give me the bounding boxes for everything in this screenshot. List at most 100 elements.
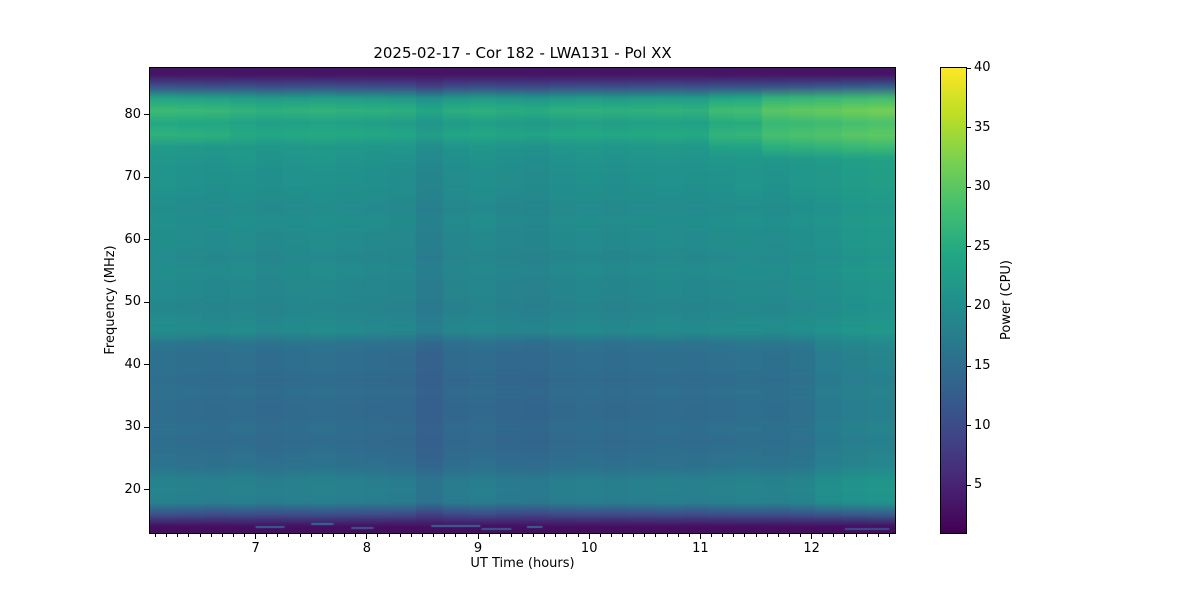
colorbar-gradient-canvas	[941, 68, 966, 533]
x-minor-tick	[344, 534, 346, 537]
x-minor-tick	[277, 534, 279, 537]
x-minor-tick	[433, 534, 435, 537]
x-minor-tick	[155, 534, 157, 537]
y-major-tick	[144, 489, 149, 491]
colorbar-tick-label: 10	[974, 417, 991, 433]
x-minor-tick	[533, 534, 535, 537]
x-major-tick	[366, 534, 368, 539]
x-minor-tick	[733, 534, 735, 537]
x-minor-tick	[199, 534, 201, 537]
x-axis-label: UT Time (hours)	[470, 556, 575, 571]
colorbar-tick-label: 20	[974, 298, 991, 314]
x-minor-tick	[332, 534, 334, 537]
y-tick-label: 20	[124, 481, 141, 497]
y-tick-label: 80	[124, 106, 141, 122]
x-tick-label: 10	[580, 541, 598, 556]
x-minor-tick	[833, 534, 835, 537]
x-minor-tick	[722, 534, 724, 537]
x-minor-tick	[232, 534, 234, 537]
x-tick-label: 11	[692, 541, 709, 556]
x-minor-tick	[555, 534, 557, 537]
x-minor-tick	[321, 534, 323, 537]
x-minor-tick	[777, 534, 779, 537]
x-minor-tick	[844, 534, 846, 537]
x-minor-tick	[388, 534, 390, 537]
y-major-tick	[144, 239, 149, 241]
colorbar-tick	[967, 246, 971, 248]
x-minor-tick	[488, 534, 490, 537]
x-minor-tick	[599, 534, 601, 537]
colorbar-tick	[967, 484, 971, 486]
x-minor-tick	[210, 534, 212, 537]
colorbar-tick	[967, 425, 971, 427]
colorbar-tick	[967, 67, 971, 69]
x-minor-tick	[755, 534, 757, 537]
x-minor-tick	[677, 534, 679, 537]
x-minor-tick	[655, 534, 657, 537]
x-tick-label: 7	[251, 541, 260, 556]
x-minor-tick	[310, 534, 312, 537]
x-minor-tick	[377, 534, 379, 537]
y-tick-label: 30	[124, 419, 141, 435]
x-minor-tick	[355, 534, 357, 537]
x-minor-tick	[399, 534, 401, 537]
x-minor-tick	[799, 534, 801, 537]
x-minor-tick	[421, 534, 423, 537]
x-minor-tick	[455, 534, 457, 537]
x-minor-tick	[522, 534, 523, 537]
colorbar-tick	[967, 127, 971, 129]
colorbar-tick-label: 25	[974, 238, 991, 254]
x-minor-tick	[410, 534, 412, 537]
x-minor-tick	[544, 534, 546, 537]
colorbar-tick-label: 35	[974, 119, 991, 135]
y-major-tick	[144, 114, 149, 116]
x-minor-tick	[855, 534, 857, 537]
x-minor-tick	[577, 534, 579, 537]
x-minor-tick	[299, 534, 301, 537]
x-minor-tick	[788, 534, 790, 537]
colorbar-label: Power (CPU)	[999, 260, 1014, 341]
x-minor-tick	[688, 534, 690, 537]
colorbar-tick-label: 5	[974, 477, 983, 493]
colorbar-tick	[967, 305, 971, 307]
x-minor-tick	[877, 534, 879, 537]
y-tick-label: 50	[124, 294, 141, 310]
x-minor-tick	[510, 534, 512, 537]
x-minor-tick	[499, 534, 501, 537]
y-tick-label: 40	[124, 356, 141, 372]
x-minor-tick	[610, 534, 612, 537]
x-minor-tick	[466, 534, 468, 537]
x-minor-tick	[666, 534, 668, 537]
x-major-tick	[811, 534, 813, 539]
x-minor-tick	[766, 534, 768, 537]
x-minor-tick	[822, 534, 824, 537]
x-minor-tick	[166, 534, 168, 537]
y-major-tick	[144, 364, 149, 366]
x-minor-tick	[444, 534, 446, 537]
colorbar-tick-label: 40	[974, 60, 991, 75]
y-axis-label: Frequency (MHz)	[103, 245, 118, 355]
x-minor-tick	[177, 534, 179, 537]
colorbar-tick	[967, 365, 971, 367]
y-major-tick	[144, 426, 149, 428]
x-minor-tick	[188, 534, 190, 537]
colorbar-tick-label: 15	[974, 358, 991, 374]
x-minor-tick	[566, 534, 568, 537]
x-major-tick	[699, 534, 701, 539]
y-major-tick	[144, 301, 149, 303]
y-major-tick	[144, 176, 149, 178]
x-minor-tick	[711, 534, 713, 537]
x-minor-tick	[866, 534, 868, 537]
colorbar-tick	[967, 186, 971, 188]
x-minor-tick	[644, 534, 646, 537]
x-minor-tick	[633, 534, 635, 537]
x-major-tick	[255, 534, 257, 539]
chart-title: 2025-02-17 - Cor 182 - LWA131 - Pol XX	[373, 44, 672, 62]
x-major-tick	[588, 534, 590, 539]
x-tick-label: 12	[803, 541, 820, 556]
x-minor-tick	[888, 534, 890, 537]
x-minor-tick	[622, 534, 624, 537]
x-minor-tick	[288, 534, 290, 537]
x-minor-tick	[244, 534, 245, 537]
